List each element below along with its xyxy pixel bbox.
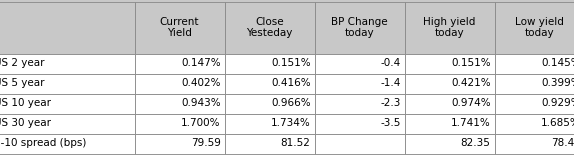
Text: Current
Yield: Current Yield — [160, 17, 199, 38]
Bar — [405, 53, 494, 73]
Text: 0.399%: 0.399% — [541, 78, 574, 89]
Text: US 2 year: US 2 year — [0, 58, 44, 69]
Text: -1.4: -1.4 — [380, 78, 401, 89]
Bar — [224, 73, 315, 93]
Bar — [224, 53, 315, 73]
Text: BP Change
today: BP Change today — [331, 17, 388, 38]
Bar — [0, 2, 134, 53]
Bar — [0, 93, 134, 113]
Text: 1.734%: 1.734% — [271, 119, 311, 128]
Bar — [224, 93, 315, 113]
Text: 0.966%: 0.966% — [271, 98, 311, 108]
Text: 82.35: 82.35 — [460, 139, 491, 148]
Text: 0.147%: 0.147% — [181, 58, 220, 69]
Text: 79.59: 79.59 — [191, 139, 220, 148]
Text: 1.685%: 1.685% — [541, 119, 574, 128]
Text: 78.46: 78.46 — [550, 139, 574, 148]
Bar — [0, 133, 134, 153]
Bar — [315, 73, 405, 93]
Text: 2-10 spread (bps): 2-10 spread (bps) — [0, 139, 86, 148]
Bar — [134, 2, 224, 53]
Bar — [494, 73, 574, 93]
Bar — [494, 93, 574, 113]
Bar — [134, 113, 224, 133]
Text: 0.151%: 0.151% — [271, 58, 311, 69]
Text: Close
Yesteday: Close Yesteday — [246, 17, 293, 38]
Bar — [494, 53, 574, 73]
Text: US 5 year: US 5 year — [0, 78, 44, 89]
Bar — [405, 133, 494, 153]
Bar — [315, 113, 405, 133]
Text: US 30 year: US 30 year — [0, 119, 51, 128]
Bar — [494, 2, 574, 53]
Bar — [315, 53, 405, 73]
Bar — [315, 133, 405, 153]
Bar — [134, 133, 224, 153]
Text: 0.151%: 0.151% — [451, 58, 491, 69]
Text: US 10 year: US 10 year — [0, 98, 51, 108]
Bar — [494, 113, 574, 133]
Bar — [134, 73, 224, 93]
Text: High yield
today: High yield today — [423, 17, 476, 38]
Text: Low yield
today: Low yield today — [515, 17, 564, 38]
Bar — [315, 93, 405, 113]
Bar — [224, 133, 315, 153]
Bar — [494, 133, 574, 153]
Text: 0.929%: 0.929% — [541, 98, 574, 108]
Text: -2.3: -2.3 — [380, 98, 401, 108]
Text: 0.421%: 0.421% — [451, 78, 491, 89]
Text: 81.52: 81.52 — [281, 139, 311, 148]
Bar — [134, 53, 224, 73]
Text: 0.416%: 0.416% — [271, 78, 311, 89]
Bar — [224, 113, 315, 133]
Text: 0.974%: 0.974% — [451, 98, 491, 108]
Text: 0.145%: 0.145% — [541, 58, 574, 69]
Bar — [224, 2, 315, 53]
Bar — [405, 2, 494, 53]
Bar — [405, 93, 494, 113]
Text: -0.4: -0.4 — [380, 58, 401, 69]
Bar — [0, 113, 134, 133]
Bar — [0, 53, 134, 73]
Bar — [405, 113, 494, 133]
Text: 1.741%: 1.741% — [451, 119, 491, 128]
Text: 0.943%: 0.943% — [181, 98, 220, 108]
Text: -3.5: -3.5 — [380, 119, 401, 128]
Text: 1.700%: 1.700% — [181, 119, 220, 128]
Text: 0.402%: 0.402% — [181, 78, 220, 89]
Bar — [405, 73, 494, 93]
Bar — [315, 2, 405, 53]
Bar — [134, 93, 224, 113]
Bar — [0, 73, 134, 93]
